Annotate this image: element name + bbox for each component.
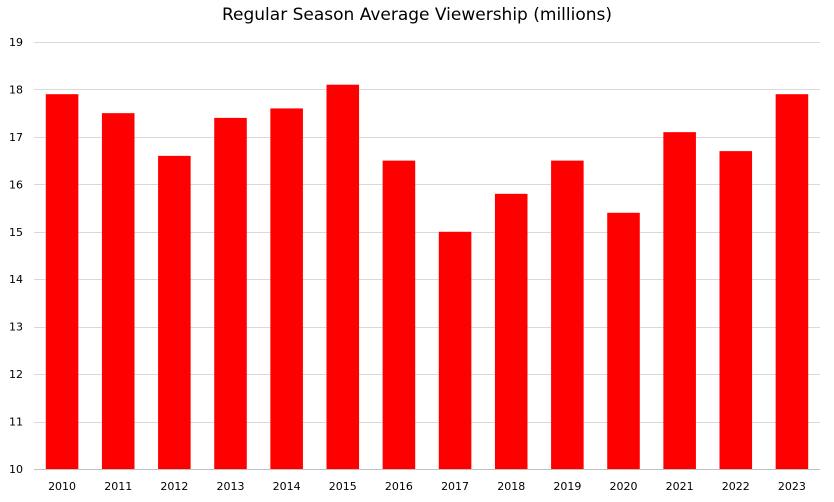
- x-tick-label: 2018: [497, 480, 525, 493]
- bar-2018: [494, 193, 528, 470]
- y-tick-label: 16: [9, 178, 23, 191]
- y-tick-label: 19: [9, 36, 23, 49]
- bar-2020: [607, 212, 640, 470]
- bar-2019: [551, 160, 584, 469]
- x-tick-label: 2012: [160, 480, 188, 493]
- bar-2012: [158, 155, 191, 469]
- y-tick-label: 12: [9, 368, 23, 381]
- x-tick-label: 2015: [329, 480, 357, 493]
- y-tick-label: 11: [9, 416, 23, 429]
- x-tick-label: 2011: [104, 480, 132, 493]
- x-tick-label: 2017: [441, 480, 469, 493]
- y-tick-label: 10: [9, 463, 23, 476]
- x-tick-label: 2013: [217, 480, 245, 493]
- y-tick-label: 18: [9, 83, 23, 96]
- y-tick-label: 14: [9, 273, 23, 286]
- bar-2010: [45, 94, 79, 469]
- bar-2015: [326, 84, 360, 469]
- x-tick-label: 2023: [778, 480, 806, 493]
- x-tick-label: 2022: [722, 480, 750, 493]
- x-tick-label: 2010: [48, 480, 76, 493]
- x-axis-ticks: 2010 2011 2012 2013 2014 2015 2016 2017 2018 2019…: [48, 480, 806, 493]
- bar-2022: [719, 151, 753, 469]
- gridlines: [34, 42, 820, 470]
- bar-2021: [663, 132, 696, 469]
- bar-2011: [101, 113, 135, 470]
- x-tick-label: 2019: [553, 480, 581, 493]
- x-tick-label: 2014: [273, 480, 301, 493]
- bar-2013: [214, 117, 247, 470]
- x-tick-label: 2016: [385, 480, 413, 493]
- y-tick-label: 17: [9, 131, 23, 144]
- bar-2014: [270, 108, 303, 469]
- y-axis-ticks: 10 11 12 13 14 15 16 17 18 19: [9, 36, 23, 476]
- chart-title: Regular Season Average Viewership (milli…: [222, 5, 612, 25]
- bars: [45, 84, 809, 470]
- bar-2016: [382, 160, 416, 469]
- x-tick-label: 2020: [610, 480, 638, 493]
- bar-2017: [438, 231, 472, 469]
- y-tick-label: 13: [9, 321, 23, 334]
- y-tick-label: 15: [9, 226, 23, 239]
- bar-2023: [775, 94, 809, 469]
- x-tick-label: 2021: [666, 480, 694, 493]
